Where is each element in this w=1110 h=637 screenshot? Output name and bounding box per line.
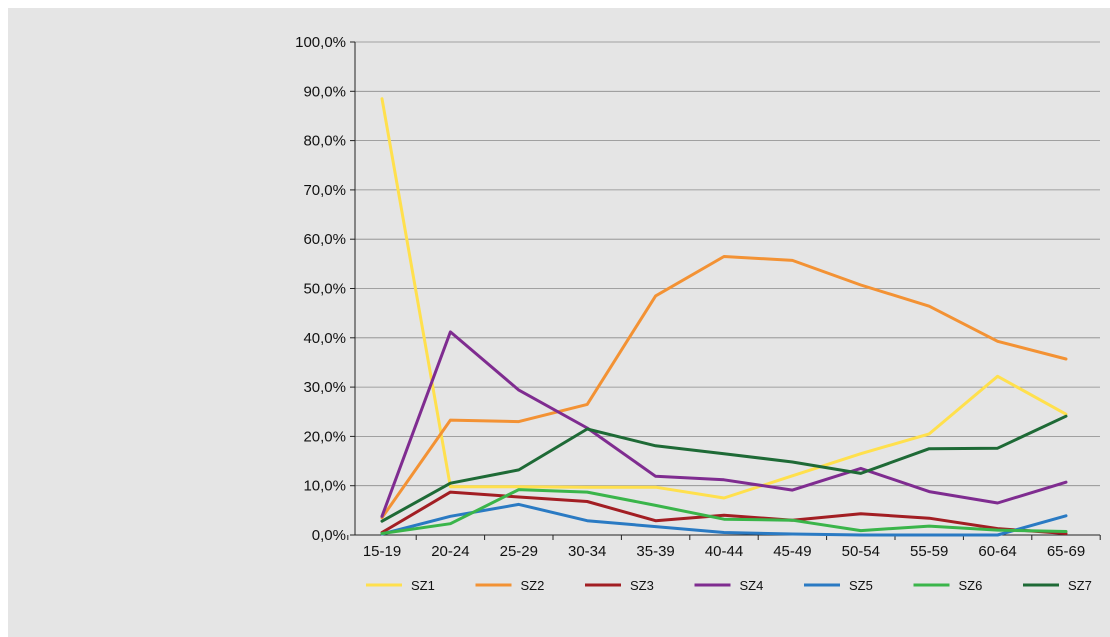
y-tick-label: 0,0%	[312, 527, 346, 544]
legend-label-sz1: SZ1	[411, 578, 435, 593]
legend-label-sz5: SZ5	[849, 578, 873, 593]
legend-label-sz7: SZ7	[1068, 578, 1092, 593]
x-tick-label: 60-64	[978, 543, 1016, 560]
x-tick-label: 65-69	[1047, 543, 1085, 560]
x-tick-label: 30-34	[568, 543, 606, 560]
x-tick-label: 20-24	[431, 543, 469, 560]
series-lines	[380, 97, 1068, 537]
series-line-sz5	[380, 502, 1068, 537]
y-tick-label: 20,0%	[303, 428, 346, 445]
y-tick-label: 90,0%	[303, 83, 346, 100]
y-tick-label: 70,0%	[303, 182, 346, 199]
chart-canvas: 0,0% 10,0% 20,0% 30,0% 40,0% 50,0% 60,0% 70,0% 8…	[8, 8, 1110, 637]
legend-label-sz2: SZ2	[521, 578, 545, 593]
y-tick-label: 80,0%	[303, 133, 346, 150]
series-line-sz1	[380, 97, 1068, 500]
y-tick-label: 100,0%	[295, 34, 346, 51]
gridlines	[355, 41, 1100, 487]
y-tick-label: 30,0%	[303, 379, 346, 396]
y-tick-label: 40,0%	[303, 330, 346, 347]
legend-label-sz4: SZ4	[740, 578, 764, 593]
series-line-sz4	[380, 330, 1068, 518]
series-line-sz2	[380, 255, 1068, 520]
legend: SZ1 SZ2 SZ3 SZ4 SZ5 SZ6 SZ7	[366, 578, 1092, 593]
y-axis-tick-labels: 0,0% 10,0% 20,0% 30,0% 40,0% 50,0% 60,0% 70,0% 8…	[295, 34, 346, 544]
x-tick-label: 45-49	[773, 543, 811, 560]
legend-label-sz3: SZ3	[630, 578, 654, 593]
x-tick-label: 50-54	[842, 543, 880, 560]
line-chart: 0,0% 10,0% 20,0% 30,0% 40,0% 50,0% 60,0% 70,0% 8…	[295, 34, 1101, 593]
y-tick-label: 50,0%	[303, 281, 346, 298]
x-tick-label: 25-29	[500, 543, 538, 560]
x-axis-tick-labels: 15-19 20-24 25-29 30-34 35-39 40-44 45-49 50-54…	[363, 543, 1085, 560]
axes	[347, 41, 1101, 540]
series-line-sz3	[380, 490, 1068, 535]
x-tick-label: 40-44	[705, 543, 743, 560]
y-tick-label: 10,0%	[303, 478, 346, 495]
x-tick-label: 15-19	[363, 543, 401, 560]
series-line-sz7	[380, 414, 1068, 523]
x-tick-label: 55-59	[910, 543, 948, 560]
y-tick-label: 60,0%	[303, 231, 346, 248]
series-line-sz6	[380, 488, 1068, 535]
legend-label-sz6: SZ6	[959, 578, 983, 593]
x-tick-label: 35-39	[636, 543, 674, 560]
